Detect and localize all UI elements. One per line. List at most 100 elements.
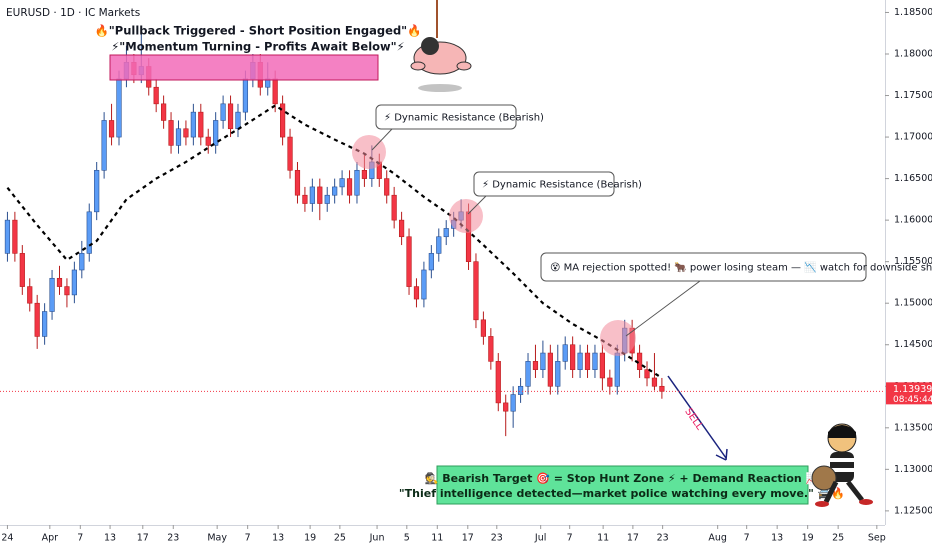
- candle-body: [324, 194, 330, 204]
- candle-body: [398, 219, 405, 238]
- candle-body: [4, 219, 11, 254]
- candle-body: [436, 236, 442, 254]
- x-tick-label: Jun: [369, 533, 385, 544]
- candle-body: [71, 269, 77, 296]
- candle-body: [235, 111, 241, 130]
- candle-body: [384, 178, 390, 196]
- candle-body: [421, 269, 427, 300]
- candle-body: [280, 103, 286, 138]
- y-tick-label: 1.16000: [894, 215, 932, 226]
- candle-body: [42, 311, 48, 337]
- x-tick-label: 11: [597, 533, 609, 544]
- y-tick-label: 1.12500: [894, 505, 932, 516]
- y-tick-label: 1.13500: [894, 422, 932, 433]
- candle-body: [488, 336, 494, 362]
- callout-box: [375, 104, 517, 130]
- candle-body: [198, 111, 204, 138]
- candle-body: [101, 120, 107, 171]
- candle-body: [480, 319, 487, 337]
- x-tick-label: Apr: [42, 533, 59, 544]
- candle-body: [94, 169, 100, 213]
- last-price-badge: [886, 382, 932, 405]
- candle-body: [562, 344, 568, 362]
- candle-body: [547, 352, 553, 387]
- candle-body: [339, 178, 345, 188]
- candle-body: [64, 286, 70, 296]
- x-tick-label: 7: [744, 533, 750, 544]
- candle-body: [473, 261, 479, 321]
- target-box: [436, 465, 809, 505]
- x-tick-label: 17: [462, 533, 474, 544]
- candle-body: [354, 169, 360, 196]
- headline: 🔥"Pullback Triggered - Short Position En…: [94, 24, 421, 38]
- x-tick-label: 19: [802, 533, 814, 544]
- candle-body: [555, 361, 561, 387]
- cartoon-pig: [410, 0, 472, 92]
- x-tick-label: 17: [137, 533, 149, 544]
- target-text: "Thief intelligence detected—market poli…: [399, 487, 845, 500]
- callout-pointer: [625, 280, 701, 337]
- x-tick-label: 25: [334, 533, 346, 544]
- candle-body: [161, 103, 167, 121]
- candle-body: [153, 86, 159, 105]
- y-tick-label: 1.15500: [894, 256, 932, 267]
- candle-body: [332, 186, 338, 196]
- candle-body: [108, 120, 115, 138]
- candle-body: [644, 369, 650, 379]
- candle-body: [570, 344, 576, 370]
- candle-body: [495, 361, 501, 404]
- x-tick-label: 7: [77, 533, 83, 544]
- x-tick-label: 7: [567, 533, 573, 544]
- candle-body: [242, 78, 249, 113]
- x-tick-label: 5: [404, 533, 410, 544]
- y-tick-label: 1.15000: [894, 298, 932, 309]
- x-tick-label: 17: [627, 533, 639, 544]
- candle-body: [272, 78, 278, 105]
- callout: ⚡ Dynamic Resistance (Bearish): [371, 104, 544, 151]
- x-tick-label: May: [207, 533, 227, 544]
- callout-box: [473, 171, 615, 197]
- candle-body: [79, 253, 85, 271]
- y-tick-label: 1.16500: [894, 173, 932, 184]
- candle-body: [540, 352, 546, 370]
- candle-body: [510, 394, 516, 412]
- candle-body: [503, 402, 509, 412]
- x-tick-label: Aug: [708, 533, 727, 544]
- x-tick-label: 23: [167, 533, 179, 544]
- callout-text: ⚡ Dynamic Resistance (Bearish): [384, 113, 544, 124]
- callout-text: ⚡ Dynamic Resistance (Bearish): [482, 180, 642, 191]
- candle-body: [317, 186, 323, 204]
- callout-pointer: [371, 128, 393, 151]
- candle-body: [34, 302, 40, 337]
- arrow-head: [715, 448, 728, 461]
- last-price-label: 1.13939: [893, 384, 932, 395]
- candle-body: [175, 128, 182, 146]
- candle-body: [309, 186, 315, 204]
- x-tick-label: 13: [104, 533, 116, 544]
- candle-body: [406, 236, 412, 287]
- x-tick-label: 11: [431, 533, 443, 544]
- x-tick-label: 19: [304, 533, 316, 544]
- headline: ⚡"Momentum Turning - Profits Await Below…: [111, 40, 405, 54]
- candle-body: [428, 253, 434, 271]
- x-tick-label: Jul: [534, 533, 546, 544]
- x-tick-label: 13: [272, 533, 284, 544]
- candle-body: [205, 136, 211, 146]
- y-tick-label: 1.13000: [894, 464, 932, 475]
- x-tick-label: Sep: [868, 533, 886, 544]
- target-text: 🕵️ Bearish Target 🎯 = Stop Hunt Zone ⚡ +…: [425, 472, 820, 485]
- symbol-label: EURUSD · 1D · IC Markets: [6, 7, 140, 19]
- y-tick-label: 1.17500: [894, 90, 932, 101]
- candle-body: [361, 169, 368, 179]
- candle-body: [443, 228, 449, 238]
- cartoon-thief: [811, 423, 873, 507]
- candle-body: [302, 194, 308, 204]
- x-tick-label: 7: [245, 533, 251, 544]
- candle-body: [294, 169, 301, 196]
- candle-body: [592, 352, 598, 370]
- candle-body: [346, 178, 353, 196]
- candle-body: [577, 352, 583, 370]
- candle-body: [19, 253, 25, 287]
- y-tick-label: 1.14500: [894, 339, 932, 350]
